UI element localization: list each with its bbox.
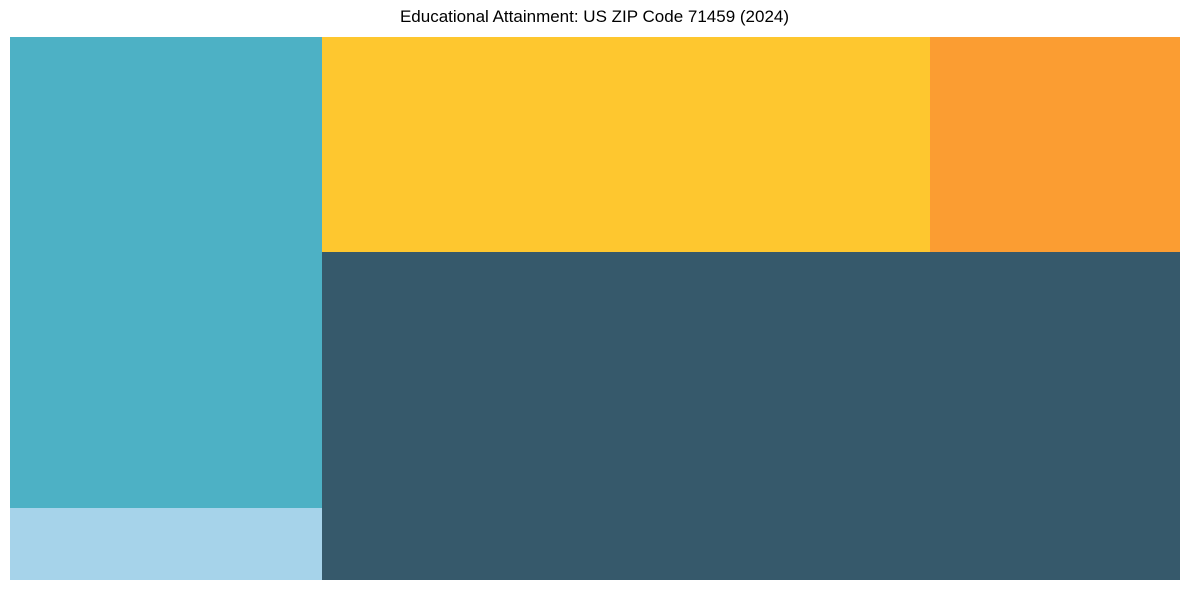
chart-title: Educational Attainment: US ZIP Code 7145… xyxy=(399,7,790,26)
treemap-cell-light-blue[interactable] xyxy=(10,507,323,580)
treemap-cell-yellow[interactable] xyxy=(322,37,931,253)
treemap-plot-area xyxy=(10,37,1180,580)
treemap-cell-teal[interactable] xyxy=(10,37,323,508)
treemap-cell-dark-slate[interactable] xyxy=(322,252,1180,580)
treemap-cell-orange[interactable] xyxy=(929,37,1180,253)
